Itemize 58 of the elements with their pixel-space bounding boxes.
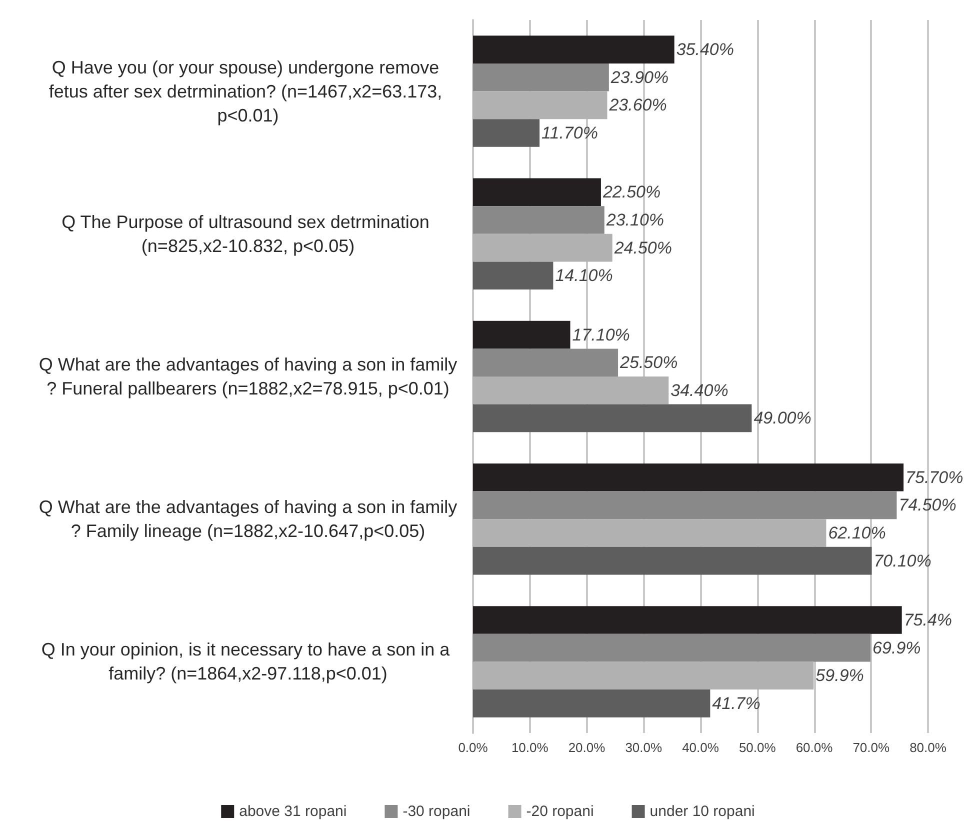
legend-label: above 31 ropani [239,803,347,820]
bar [473,63,609,92]
data-label: 41.7% [712,694,760,713]
y-tick-label: Q The Purpose of ultrasound sex detrmination (n=825,x2-10.832, p<0.05) [62,212,434,256]
x-tick-label: 30.0% [625,740,662,755]
bar [473,690,710,718]
data-label: 23.60% [608,96,667,115]
bar [473,178,601,206]
x-tick-label: 80.0% [910,740,947,755]
bar [473,119,540,147]
bar [473,234,612,262]
x-tick-label: 20.0% [568,740,606,755]
bar [473,491,897,520]
x-tick-label: 10.0% [511,740,549,755]
legend-label: -20 ropani [526,803,594,820]
data-label: 69.9% [872,638,921,658]
legend-label: under 10 ropani [650,803,755,820]
x-tick-label: 0.0% [458,740,488,755]
y-tick-label: Q Have you (or your spouse) undergone remove fetus after sex detrmination? (n=1467,x2=63.173, p<0.01) [48,57,448,126]
data-label: 14.10% [555,266,613,286]
y-tick-label: Q What are the advantages of having a son in family? Funeral pallbearers (n=1882,x2=78.915, p<0.01) [38,354,458,398]
data-label: 75.4% [904,610,952,630]
data-label: 62.10% [828,524,886,543]
legend-label: -30 ropani [402,803,470,820]
data-label: 75.70% [906,468,964,487]
data-label: 74.50% [898,496,956,515]
bar [473,662,814,690]
bar [473,348,618,376]
bar [473,519,826,547]
data-label: 25.50% [619,353,678,372]
y-tick-label: Q In your opinion, is it necessary to have a son in a family? (n=1864,x2-97.118,p<0.01) [41,640,455,684]
data-label: 70.10% [874,551,932,570]
y-tick-label: Q What are the advantages of having a son in family? Family lineage (n=1882,x2-10.647,p<0.05) [38,497,458,542]
data-label: 59.9% [816,666,864,686]
bar [473,546,872,575]
data-label: 24.50% [613,238,672,258]
x-tick-label: 40.0% [682,740,720,755]
data-label: 35.40% [676,40,734,60]
bar [473,634,871,662]
bar [473,463,904,492]
x-tick-label: 60.0% [796,740,834,755]
data-label: 17.10% [572,325,630,344]
data-label: 34.40% [670,380,728,400]
bar [473,262,554,290]
data-label: 23.10% [605,210,664,230]
bar [473,404,752,432]
bar [473,206,604,234]
bar [473,606,902,634]
x-tick-label: 70.0% [852,740,890,755]
bar [473,320,570,349]
x-tick-label: 50.0% [738,740,776,755]
bar [473,91,608,120]
data-label: 22.50% [602,182,661,202]
data-label: 11.70% [542,124,598,143]
bar [473,376,669,404]
data-label: 23.90% [610,68,669,87]
bar [473,36,674,64]
data-label: 49.00% [754,408,812,428]
